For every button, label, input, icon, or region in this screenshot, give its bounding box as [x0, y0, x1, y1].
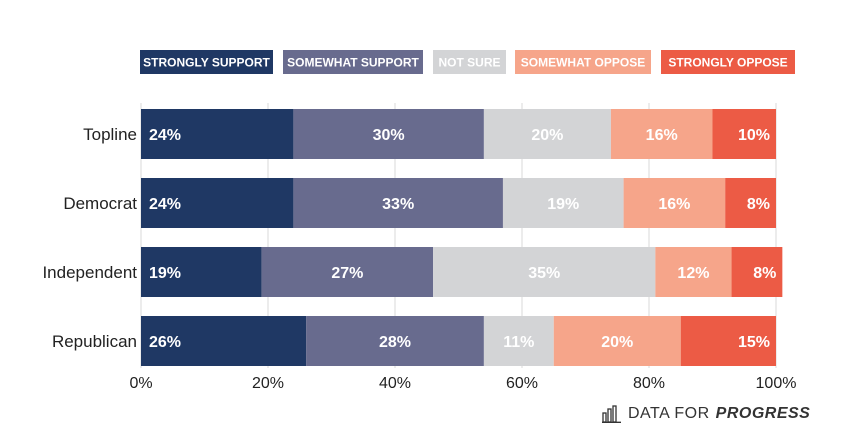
category-label: Republican: [52, 332, 137, 351]
data-label: 24%: [149, 127, 181, 144]
data-label: 11%: [503, 334, 534, 351]
legend-swatch: [661, 50, 795, 74]
x-tick-label: 100%: [756, 375, 797, 392]
data-label: 12%: [677, 265, 709, 282]
bar-segment: [712, 109, 776, 159]
data-label: 16%: [646, 127, 678, 144]
bar-segment: [141, 247, 262, 297]
data-label: 16%: [658, 196, 690, 213]
bar-chart-logo-icon: [602, 405, 621, 423]
data-label: 8%: [753, 265, 776, 282]
data-label: 26%: [149, 334, 181, 351]
x-tick-label: 80%: [633, 375, 665, 392]
bar-segment: [725, 178, 776, 228]
data-label: 28%: [379, 334, 411, 351]
data-label: 33%: [382, 196, 414, 213]
x-tick-label: 60%: [506, 375, 538, 392]
category-label: Democrat: [63, 194, 137, 213]
bar-segment: [623, 178, 726, 228]
brand-text-progress: PROGRESS: [715, 405, 811, 422]
legend-swatch: [433, 50, 506, 74]
bar-segment: [141, 316, 307, 366]
bar-segment: [655, 247, 732, 297]
category-label: Independent: [42, 263, 137, 282]
x-tick-label: 20%: [252, 375, 284, 392]
data-label: 19%: [547, 196, 579, 213]
legend-label: SOMEWHAT OPPOSE: [521, 56, 645, 70]
bar-segment: [141, 109, 294, 159]
bar-segment: [306, 316, 484, 366]
bar-segment: [293, 178, 503, 228]
data-label: 20%: [531, 127, 563, 144]
legend-label: NOT SURE: [438, 56, 500, 70]
data-label: 10%: [738, 127, 770, 144]
bar-segment: [141, 178, 294, 228]
bar-segment: [680, 316, 776, 366]
data-label: 35%: [528, 265, 560, 282]
data-label: 20%: [601, 334, 633, 351]
data-label: 8%: [747, 196, 770, 213]
data-label: 27%: [331, 265, 363, 282]
legend-label: STRONGLY OPPOSE: [668, 56, 787, 70]
data-label: 19%: [149, 265, 181, 282]
x-tick-label: 0%: [129, 375, 152, 392]
brand-logo: DATA FOR PROGRESS: [602, 402, 810, 426]
data-label: 15%: [738, 334, 770, 351]
legend-swatch: [515, 50, 651, 74]
bar-segment: [610, 109, 713, 159]
bar-segment: [731, 247, 783, 297]
legend-label: SOMEWHAT SUPPORT: [287, 56, 419, 70]
legend-swatch: [140, 50, 273, 74]
category-label: Topline: [83, 125, 137, 144]
brand-text-data-for: DATA FOR: [628, 405, 710, 422]
legend-label: STRONGLY SUPPORT: [143, 56, 270, 70]
bar-segment: [433, 247, 656, 297]
bar-segment: [293, 109, 484, 159]
x-tick-label: 40%: [379, 375, 411, 392]
bar-segment: [483, 109, 611, 159]
bar-segment: [483, 316, 554, 366]
bar-segment: [553, 316, 681, 366]
data-label: 30%: [373, 127, 405, 144]
bar-segment: [502, 178, 624, 228]
data-label: 24%: [149, 196, 181, 213]
legend-swatch: [283, 50, 423, 74]
bar-segment: [261, 247, 434, 297]
